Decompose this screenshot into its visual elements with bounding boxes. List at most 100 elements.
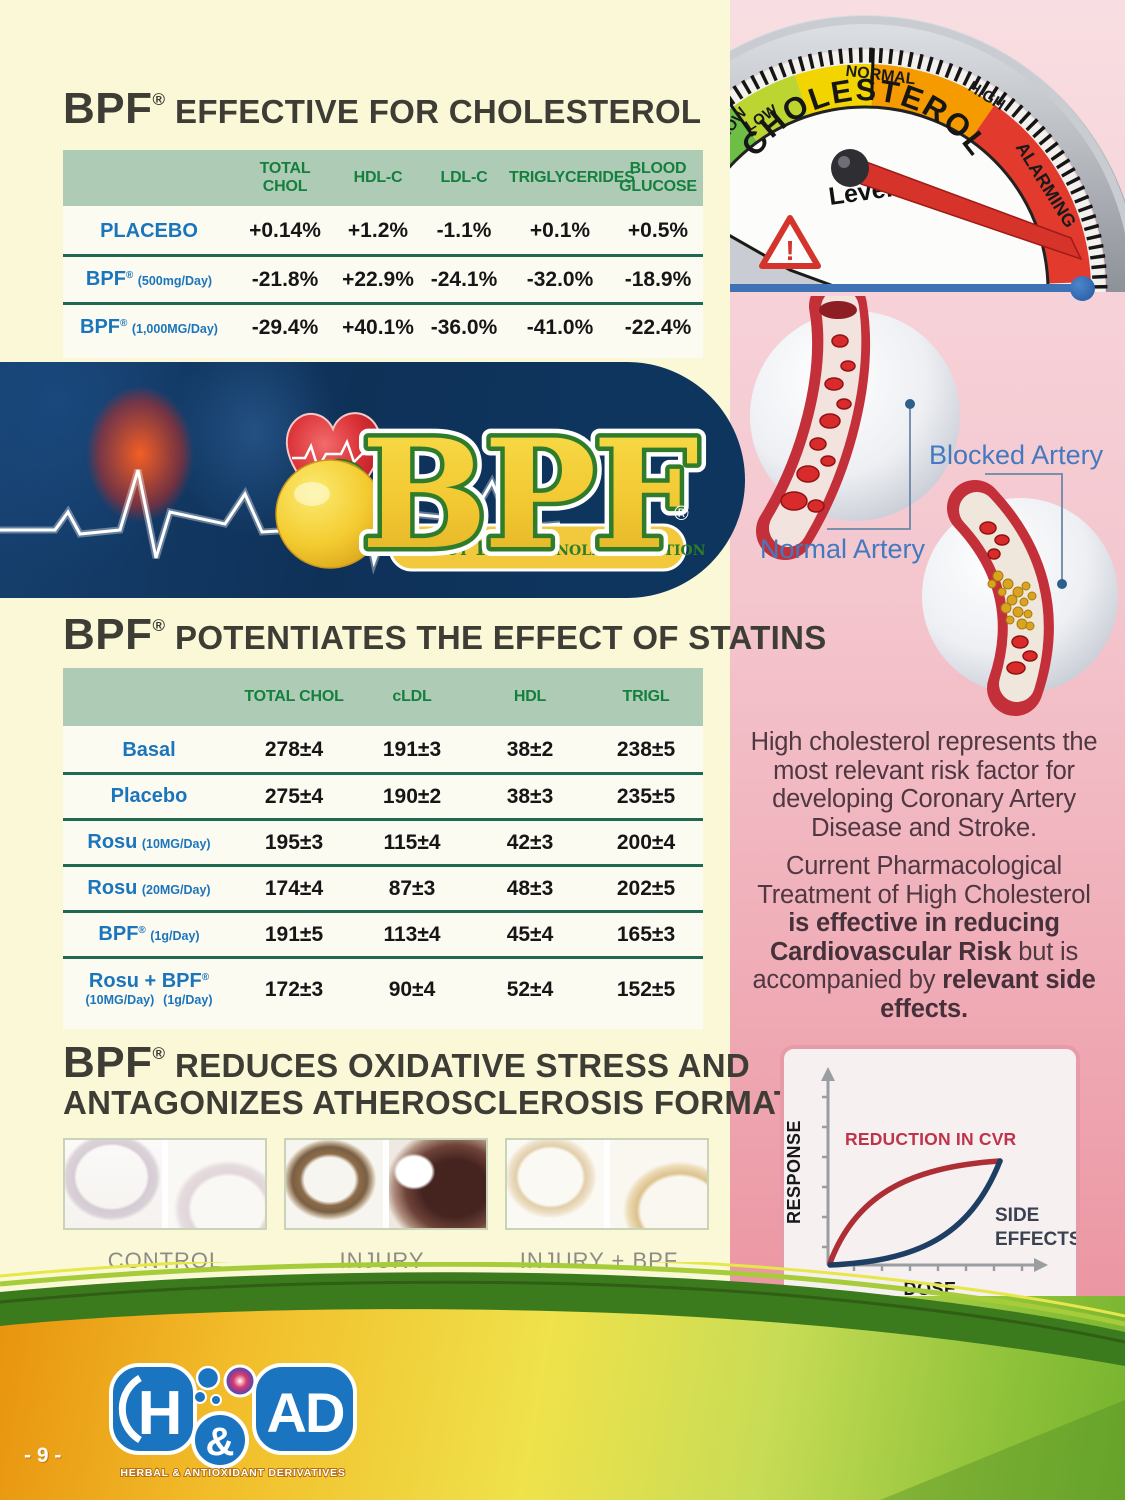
logo-swirl-icon [223, 1364, 257, 1398]
reduction-cvr-label: REDUCTION IN CVR [845, 1129, 1017, 1149]
cell: +22.9% [342, 267, 414, 291]
cell: 172±3 [264, 978, 324, 1001]
caption-injury: INJURY [339, 1248, 425, 1273]
cell: -21.8% [251, 267, 319, 291]
wave-stripe-light [0, 1262, 1125, 1327]
table1-body: PLACEBO +0.14% +1.2% -1.1% +0.1% +0.5% B… [63, 206, 703, 358]
connector-dot [905, 399, 915, 409]
gauge-major-tick [730, 101, 755, 137]
cell: 200±4 [616, 830, 676, 854]
gauge-major-tick [870, 48, 875, 101]
logo-dot [210, 1394, 222, 1406]
cell: -36.0% [430, 315, 498, 339]
cell: 90±4 [388, 978, 436, 1001]
gauge-zone-high [870, 64, 995, 140]
histology-injurybpf-right [610, 1140, 707, 1228]
cholesterol-results-table: TOTAL CHOL HDL-C LDL-C TRIGLYCERIDES BLO… [63, 150, 703, 358]
page-number: - 9 - [24, 1444, 62, 1467]
table2-header: cLDL [392, 688, 432, 706]
histology-injury-left [286, 1140, 383, 1228]
gauge-hub [831, 149, 869, 187]
cell: -32.0% [526, 267, 594, 291]
label-connectors [827, 404, 1063, 584]
registered-mark: ® [152, 1044, 166, 1063]
cell: 191±5 [264, 922, 324, 946]
wave-stripe-yellow [0, 1262, 1125, 1318]
table2-header-empty [63, 691, 235, 703]
row-label: BPF® (1,000MG/Day) [80, 316, 218, 338]
bpf-product-banner: Bergamot Polyphenolic Fraction BPF BPF ® [0, 362, 745, 598]
gauge-hub-highlight [838, 156, 850, 168]
treatment-paragraph-b: is effective in reducing Cardiovascular … [769, 909, 1060, 966]
histology-image-control [63, 1138, 267, 1230]
divider-line [730, 284, 1082, 292]
reduction-cvr-curve [827, 1158, 1003, 1266]
wave-band [0, 1272, 1125, 1366]
row-label: BPF® (500mg/Day) [85, 268, 213, 290]
cell: 190±2 [382, 784, 442, 808]
row-label: Rosu + BPF® (10MG/Day) (1g/Day) [85, 970, 213, 1008]
gauge-zone-alarming [970, 104, 1091, 284]
axes [826, 1079, 1036, 1267]
logo-letter-h: H [138, 1379, 183, 1448]
table-row: Placebo 275±4 190±2 38±3 235±5 [63, 772, 703, 818]
green-wave [0, 1262, 1125, 1366]
side-effects-curve [827, 1158, 1003, 1268]
table1-header-row: TOTAL CHOL HDL-C LDL-C TRIGLYCERIDES BLO… [63, 150, 703, 206]
cell: 38±3 [506, 784, 554, 808]
table1-header: TRIGLYCERIDES [509, 169, 635, 187]
row-label: Basal [122, 738, 176, 761]
gauge-tick-ring [730, 47, 1108, 291]
cell: +0.14% [249, 219, 321, 242]
cell: +0.5% [627, 219, 689, 242]
logo-ampersand: & [206, 1420, 235, 1464]
table2-header: TOTAL CHOL [244, 688, 344, 706]
cell: -1.1% [436, 219, 492, 242]
table1-header-empty [63, 172, 235, 184]
section3-title-line2: ANTAGONIZES ATHEROSCLEROSIS FORMATION [63, 1084, 854, 1121]
section2-title: BPF® POTENTIATES THE EFFECT OF STATINS [63, 610, 827, 660]
cholesterol-gauge-illustration: LOW LOW NORMAL HIGH ALARMING CHOLESTEROL… [730, 15, 1125, 292]
blood-cells [979, 521, 1038, 675]
x-axis-arrow [1034, 1258, 1048, 1272]
histology-injurybpf-left [507, 1140, 604, 1228]
logo-tagline: HERBAL & ANTIOXIDANT DERIVATIVES [120, 1467, 345, 1479]
logo-dot [193, 1390, 207, 1404]
cell: 278±4 [264, 738, 324, 761]
section3-title-line1: REDUCES OXIDATIVE STRESS AND [175, 1047, 751, 1084]
cell: 235±5 [616, 784, 676, 808]
axis-ticks [822, 1095, 1024, 1271]
histology-image-injury [284, 1138, 488, 1230]
table-row: BPF® (1,000MG/Day) -29.4% +40.1% -36.0% … [63, 302, 703, 350]
table2-header-row: TOTAL CHOL cLDL HDL TRIGL [63, 668, 703, 726]
registered-mark: ® [152, 90, 166, 109]
table-row: Rosu (20MG/Day) 174±4 87±3 48±3 202±5 [63, 864, 703, 910]
corner-swoosh [880, 1400, 1125, 1500]
connector-dot [1057, 579, 1067, 589]
section1-title: BPF® EFFECTIVE FOR CHOLESTEROL [63, 84, 701, 134]
logo-letters-ad: AD [267, 1381, 344, 1444]
banner-tagline: Bergamot Polyphenolic Fraction [369, 536, 706, 560]
table-row: Rosu + BPF® (10MG/Day) (1g/Day) 172±3 90… [63, 956, 703, 1021]
section1-title-text: EFFECTIVE FOR CHOLESTEROL [175, 93, 702, 130]
cell: 275±4 [264, 784, 324, 808]
arteries-illustration: Normal Artery Blocked Artery [750, 296, 1118, 716]
row-label: Rosu (10MG/Day) [87, 831, 211, 853]
dose-response-chart-card: RESPONSE DOSE REDUCTION IN CVR SIDE EFFE… [780, 1045, 1080, 1311]
section2-title-text: POTENTIATES THE EFFECT OF STATINS [175, 619, 827, 656]
table1-header: LDL-C [440, 169, 488, 187]
cell: 191±3 [382, 738, 442, 761]
cell: 45±4 [506, 922, 554, 946]
table2-header: TRIGL [622, 688, 670, 706]
cell: -29.4% [251, 315, 319, 339]
histology-image-injury-bpf [505, 1138, 709, 1230]
cell: 113±4 [383, 922, 441, 946]
gauge-casing-wedge [730, 233, 851, 292]
cell: -22.4% [624, 315, 692, 339]
brand-lettering: BPF [361, 407, 698, 583]
cell: 115±4 [383, 830, 441, 854]
histology-control-left [65, 1140, 162, 1228]
cell: 152±5 [616, 978, 676, 1001]
warning-triangle-icon [759, 215, 821, 269]
registered-mark: ® [152, 616, 166, 635]
